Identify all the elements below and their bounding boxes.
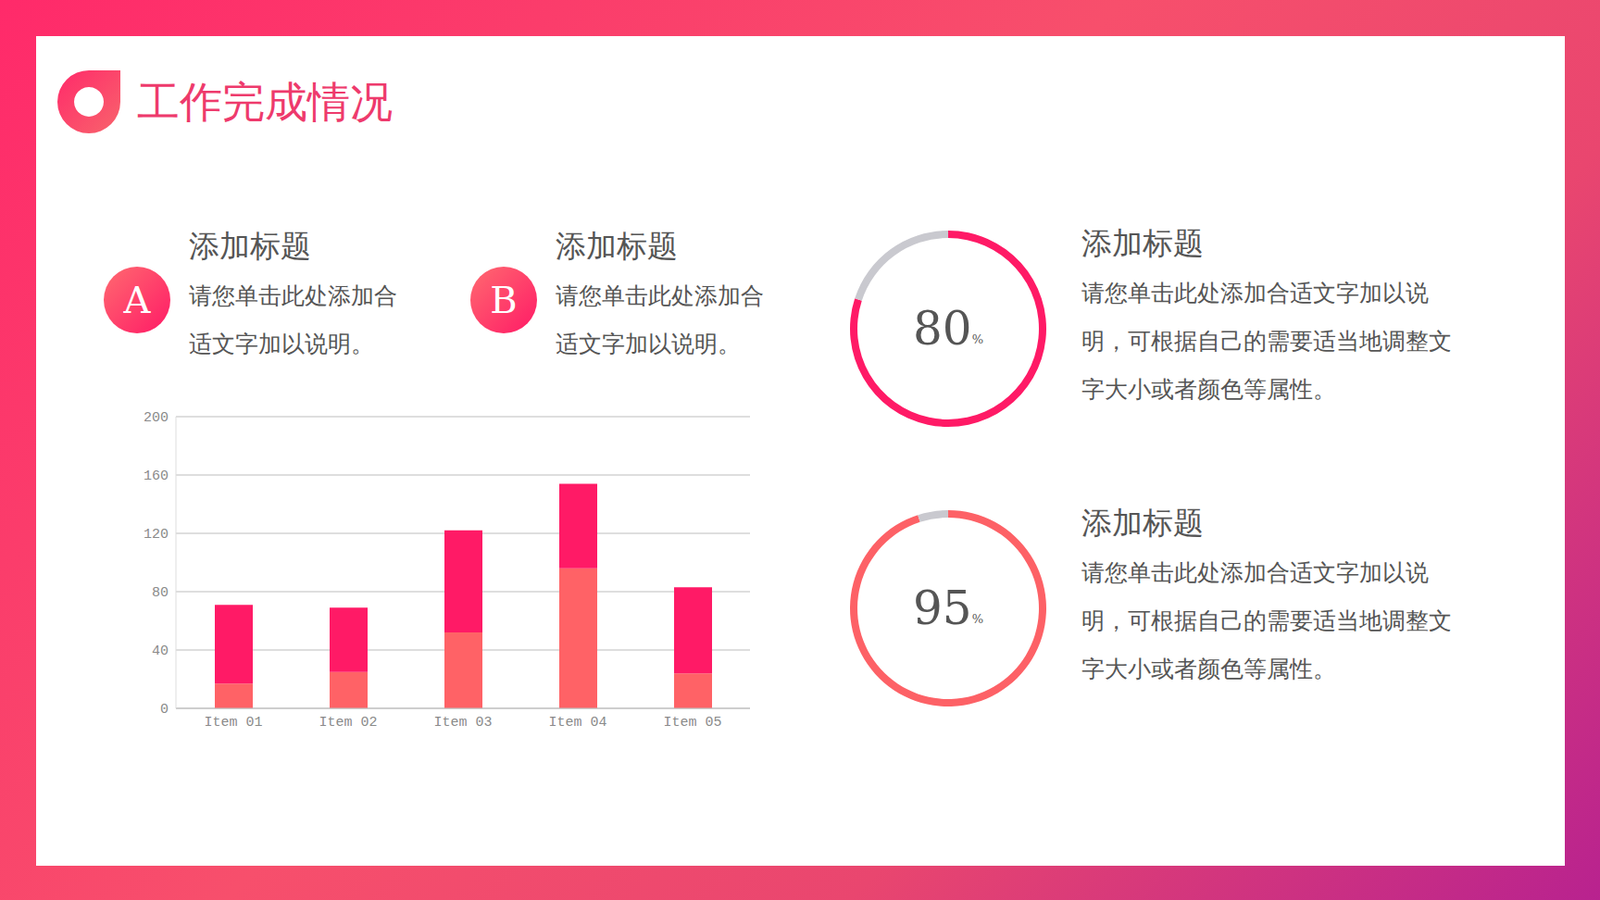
svg-text:Item 05: Item 05 bbox=[662, 714, 722, 731]
svg-text:Item 02: Item 02 bbox=[318, 714, 377, 731]
html-text:请您单击此处添加合适文字加以说明。: 请您单击此处添加合适文字加以说明。 bbox=[188, 282, 398, 358]
svg-text:Item 04: Item 04 bbox=[548, 714, 607, 731]
html-text:95: 95 bbox=[912, 581, 972, 636]
svg-text:160: 160 bbox=[143, 468, 169, 485]
html-text:B: B bbox=[490, 278, 518, 322]
svg-text:80: 80 bbox=[151, 585, 169, 601]
html-text:请您单击此处添加合适文字加以说明，可根据自己的需要适当地调整: 请您单击此处添加合适文字加以说明，可根据自己的需要适当地调整文字大小或者颜色等属… bbox=[1081, 559, 1452, 683]
svg-text:Item 03: Item 03 bbox=[433, 714, 492, 731]
html-text:80: 80 bbox=[912, 301, 972, 356]
svg-text:200: 200 bbox=[143, 410, 169, 426]
html-text:添加标题: 添加标题 bbox=[555, 227, 678, 264]
html-text:工作完成情况: 工作完成情况 bbox=[137, 76, 393, 127]
html-text:添加标题: 添加标题 bbox=[1081, 225, 1204, 262]
html-text:请您单击此处添加合适文字加以说明。: 请您单击此处添加合适文字加以说明。 bbox=[555, 282, 764, 358]
html-text:添加标题: 添加标题 bbox=[1081, 504, 1204, 541]
html-text:A: A bbox=[123, 278, 151, 322]
html-text:请您单击此处添加合适文字加以说明，可根据自己的需要适当地调整: 请您单击此处添加合适文字加以说明，可根据自己的需要适当地调整文字大小或者颜色等属… bbox=[1081, 279, 1452, 403]
svg-text:120: 120 bbox=[143, 526, 169, 543]
svg-text:Item 01: Item 01 bbox=[203, 714, 263, 731]
svg-text:0: 0 bbox=[160, 701, 169, 718]
svg-text:40: 40 bbox=[151, 643, 169, 660]
html-text:添加标题: 添加标题 bbox=[188, 227, 312, 264]
